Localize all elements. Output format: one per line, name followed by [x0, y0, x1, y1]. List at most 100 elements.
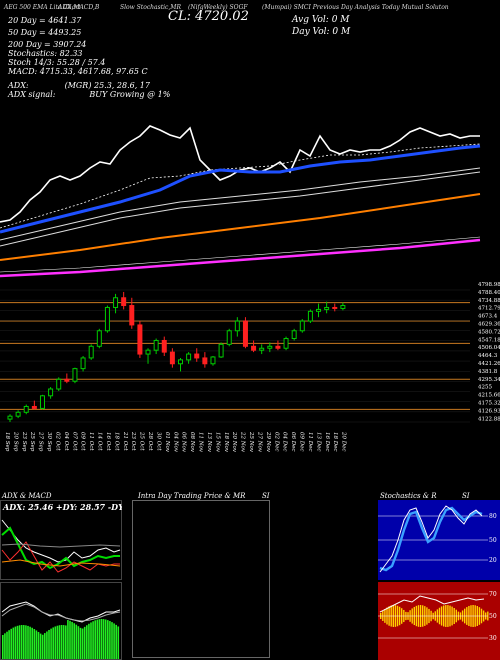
candle-body — [332, 306, 338, 309]
price-axis-label: 4629.36 — [478, 322, 500, 328]
macd-bar — [35, 630, 38, 659]
close-price-label: CL: 4720.02 — [168, 9, 249, 24]
macd-bar — [104, 619, 107, 659]
day-volume: Day Vol: 0 M — [292, 27, 351, 37]
candle-body — [7, 415, 13, 420]
candle-body — [129, 305, 135, 326]
price-axis-label: 4255 — [478, 385, 492, 391]
header-title-2: ADX,MACD,B — [58, 4, 100, 11]
macd-bar — [58, 625, 61, 659]
date-axis-label: 25 Sep — [29, 431, 35, 452]
candle-body — [145, 349, 151, 355]
candle-body — [15, 411, 21, 417]
price-axis-label: 4798.98 — [478, 282, 500, 288]
date-axis-label: 07 Oct — [71, 432, 77, 451]
candle-body — [169, 351, 175, 365]
date-axis-label: 20 Nov — [231, 431, 237, 453]
date-axis-label: 23 Sep — [21, 431, 27, 452]
macd-bar — [14, 626, 17, 659]
macd-bar — [27, 625, 29, 659]
candle-body — [96, 330, 102, 347]
price-axis-label: 4506.04 — [478, 345, 500, 351]
candle-body — [153, 339, 159, 351]
date-axis-label: 22 Nov — [240, 431, 246, 453]
candle-body — [31, 405, 37, 409]
candle-body — [283, 338, 289, 349]
ema-grey-line-2 — [0, 171, 481, 247]
macd-bar — [31, 627, 33, 659]
macd-bar — [41, 634, 44, 659]
macd-bar — [8, 630, 10, 659]
header-title-1: AEG 500 EMA Lite Chart — [4, 4, 81, 11]
date-axis-label: 11 Nov — [198, 432, 204, 453]
candle-body — [226, 330, 232, 345]
candle-body — [267, 345, 273, 349]
macd-stat: MACD: 4715.33, 4617.68, 97.65 C — [8, 67, 148, 76]
macd-bar — [25, 625, 27, 659]
date-axis-label: 01 Nov — [164, 432, 170, 453]
date-axis-label: 27 Sep — [38, 431, 44, 452]
macd-bar — [81, 628, 84, 659]
date-axis-label: 06 Dec — [290, 432, 296, 452]
macd-bar — [88, 623, 90, 659]
macd-bar — [18, 625, 21, 659]
rsi-level-70: 70 — [489, 591, 497, 598]
ema-thin-line — [0, 236, 481, 273]
candles — [7, 291, 346, 422]
price-axis-label: 4421.26 — [478, 361, 500, 367]
date-axis-label: 04 Dec — [282, 432, 288, 452]
ema-grey-line-1 — [0, 167, 481, 241]
date-axis-label: 13 Dec — [315, 432, 321, 452]
macd-bar — [73, 623, 75, 659]
macd-bar — [20, 625, 23, 659]
macd-bar — [79, 627, 82, 659]
date-axis-label: 11 Dec — [307, 432, 313, 452]
macd-bar — [96, 619, 99, 659]
macd-bar — [90, 622, 92, 659]
price-axis-label: 4788.40 — [478, 290, 500, 296]
stoch-level-20: 20 — [489, 557, 497, 564]
macd-bar — [117, 626, 120, 659]
candle-body — [275, 345, 281, 349]
macd-bar — [65, 625, 67, 659]
date-axis: 18 Sep 20 Sep 23 Sep 25 Sep 27 Sep 30 Sep 02 O… — [4, 431, 347, 453]
date-axis-label: 23 Oct — [130, 431, 136, 451]
stoch-si-label: SI — [462, 492, 470, 500]
candle-body — [23, 405, 29, 413]
intraday-si-label: SI — [262, 492, 270, 500]
macd-bar — [56, 625, 59, 659]
macd-bar — [12, 627, 15, 659]
macd-bar — [6, 631, 8, 659]
candle-body — [259, 347, 265, 351]
adx-stat: ADX: (MGR) 25.3, 28.6, 17 — [8, 81, 150, 90]
date-axis-label: 09 Dec — [299, 432, 305, 452]
candle-body — [202, 357, 208, 365]
ema-short-line — [0, 144, 481, 234]
date-axis-label: 28 Oct — [147, 431, 153, 451]
macd-bar — [52, 627, 54, 659]
date-axis-label: 20 Sep — [12, 431, 18, 452]
price-axis-label: 4126.93 — [478, 408, 500, 414]
date-axis-label: 09 Oct — [80, 432, 86, 451]
rsi-level-30: 30 — [489, 635, 497, 642]
price-axis-label: 4712.79 — [478, 306, 500, 312]
price-axis-label: 4734.88 — [478, 298, 500, 304]
header-title-3: Slow Stochastic,MR — [120, 4, 181, 11]
candle-body — [307, 310, 313, 322]
date-axis-label: 06 Nov — [181, 432, 187, 453]
macd-bar — [37, 631, 40, 659]
price-stats: 20 Day = 4641.37 50 Day = 4493.25 200 Da… — [8, 16, 170, 99]
date-axis-label: 18 Dec — [332, 432, 338, 452]
macd-panel — [0, 582, 122, 660]
date-axis-label: 16 Oct — [105, 432, 111, 451]
rsi-panel: 70 50 30 — [378, 582, 500, 660]
stochastics-stat: Stochastics: 82.33 — [8, 49, 83, 58]
macd-bar — [83, 626, 86, 659]
date-axis-label: 08 Nov — [189, 432, 195, 453]
stochastic-panel: 80 50 20 — [378, 500, 500, 580]
stoch-panel-title: Stochastics & R — [380, 492, 437, 500]
date-axis-label: 18 Sep — [4, 432, 10, 452]
date-axis-label: 13 Nov — [206, 432, 212, 453]
stoch-level-80: 80 — [489, 513, 497, 520]
candle-body — [72, 368, 78, 382]
